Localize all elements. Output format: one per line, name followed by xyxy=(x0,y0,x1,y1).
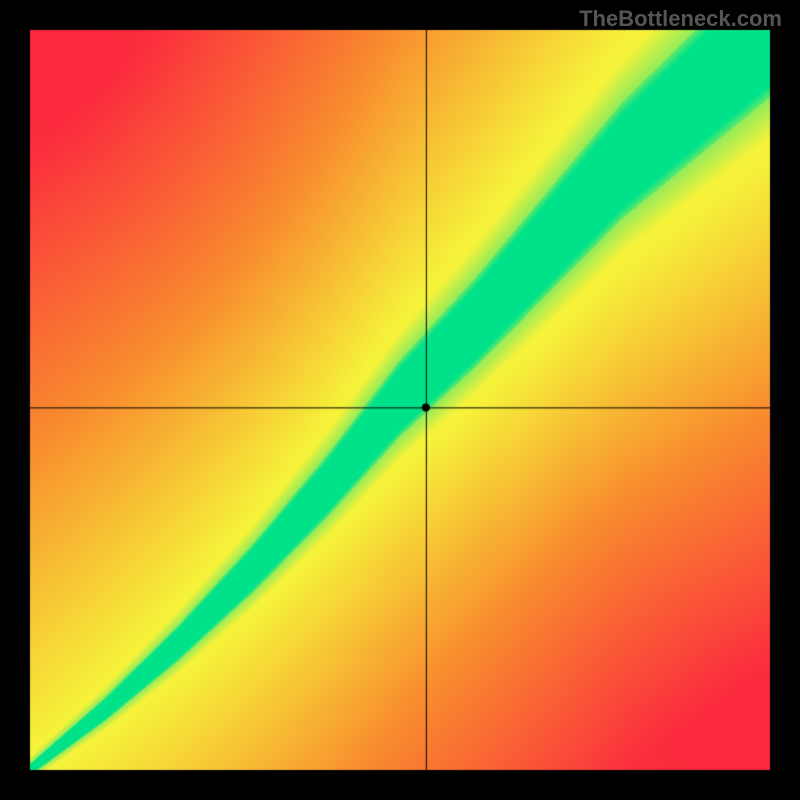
chart-container: TheBottleneck.com xyxy=(0,0,800,800)
watermark-text: TheBottleneck.com xyxy=(579,6,782,32)
heatmap-canvas xyxy=(0,0,800,800)
